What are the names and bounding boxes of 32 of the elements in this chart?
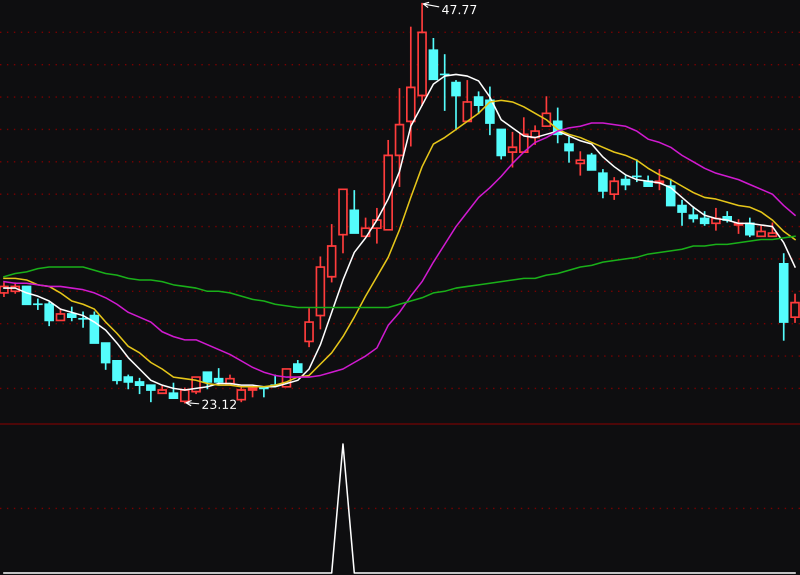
candlestick xyxy=(44,302,54,326)
candlestick xyxy=(304,308,314,348)
candlestick xyxy=(326,224,336,282)
candlestick xyxy=(90,312,100,344)
annotation: 47.77 xyxy=(442,5,476,14)
candlestick xyxy=(349,190,360,234)
candlestick xyxy=(790,294,800,323)
candlestick xyxy=(700,211,710,226)
candlestick xyxy=(292,360,303,374)
candlestick xyxy=(620,176,630,190)
candlestick xyxy=(316,256,326,330)
candlestick xyxy=(56,308,66,322)
candlestick xyxy=(168,382,178,399)
candlestick xyxy=(632,159,642,182)
candlestick xyxy=(440,54,450,111)
candlestick xyxy=(236,388,246,402)
candlestick xyxy=(609,177,619,200)
candlestick xyxy=(586,152,596,171)
candlestick xyxy=(157,386,167,394)
candlestick xyxy=(214,368,224,384)
candlestick xyxy=(598,169,608,198)
candlestick xyxy=(451,80,461,130)
candlestick xyxy=(248,386,258,398)
candlestick xyxy=(406,26,416,146)
candlestick xyxy=(564,136,574,163)
candlestick xyxy=(778,253,789,341)
candlestick xyxy=(428,38,438,80)
annotation: 23.12 xyxy=(202,400,236,410)
candlestick xyxy=(576,151,586,176)
candlestick xyxy=(338,188,348,254)
candlestick xyxy=(496,128,506,160)
candlestick xyxy=(462,80,472,122)
